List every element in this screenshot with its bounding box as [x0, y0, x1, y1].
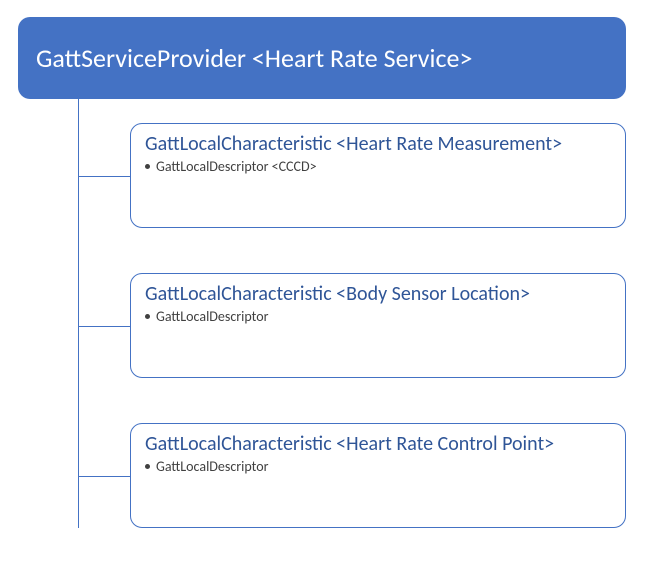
child-node-1: GattLocalCharacteristic <Body Sensor Loc…	[130, 273, 626, 378]
child-node-1-title: GattLocalCharacteristic <Body Sensor Loc…	[145, 282, 611, 306]
child-node-2-descriptor-line: GattLocalDescriptor	[145, 458, 611, 475]
child-node-0: GattLocalCharacteristic <Heart Rate Meas…	[130, 123, 626, 228]
child-node-1-descriptor-line: GattLocalDescriptor	[145, 308, 611, 325]
child-node-2: GattLocalCharacteristic <Heart Rate Cont…	[130, 423, 626, 528]
root-node: GattServiceProvider <Heart Rate Service>	[18, 17, 626, 99]
connector-branch-2	[78, 476, 130, 477]
child-node-0-descriptor: GattLocalDescriptor <CCCD>	[156, 158, 317, 175]
child-node-2-title: GattLocalCharacteristic <Heart Rate Cont…	[145, 432, 611, 456]
connector-branch-1	[78, 326, 130, 327]
bullet-icon	[145, 164, 150, 169]
connector-trunk	[78, 99, 79, 528]
root-node-title: GattServiceProvider <Heart Rate Service>	[36, 42, 472, 74]
connector-branch-0	[78, 176, 130, 177]
child-node-0-descriptor-line: GattLocalDescriptor <CCCD>	[145, 158, 611, 175]
child-node-1-descriptor: GattLocalDescriptor	[156, 308, 268, 325]
bullet-icon	[145, 464, 150, 469]
child-node-2-descriptor: GattLocalDescriptor	[156, 458, 268, 475]
bullet-icon	[145, 314, 150, 319]
child-node-0-title: GattLocalCharacteristic <Heart Rate Meas…	[145, 132, 611, 156]
